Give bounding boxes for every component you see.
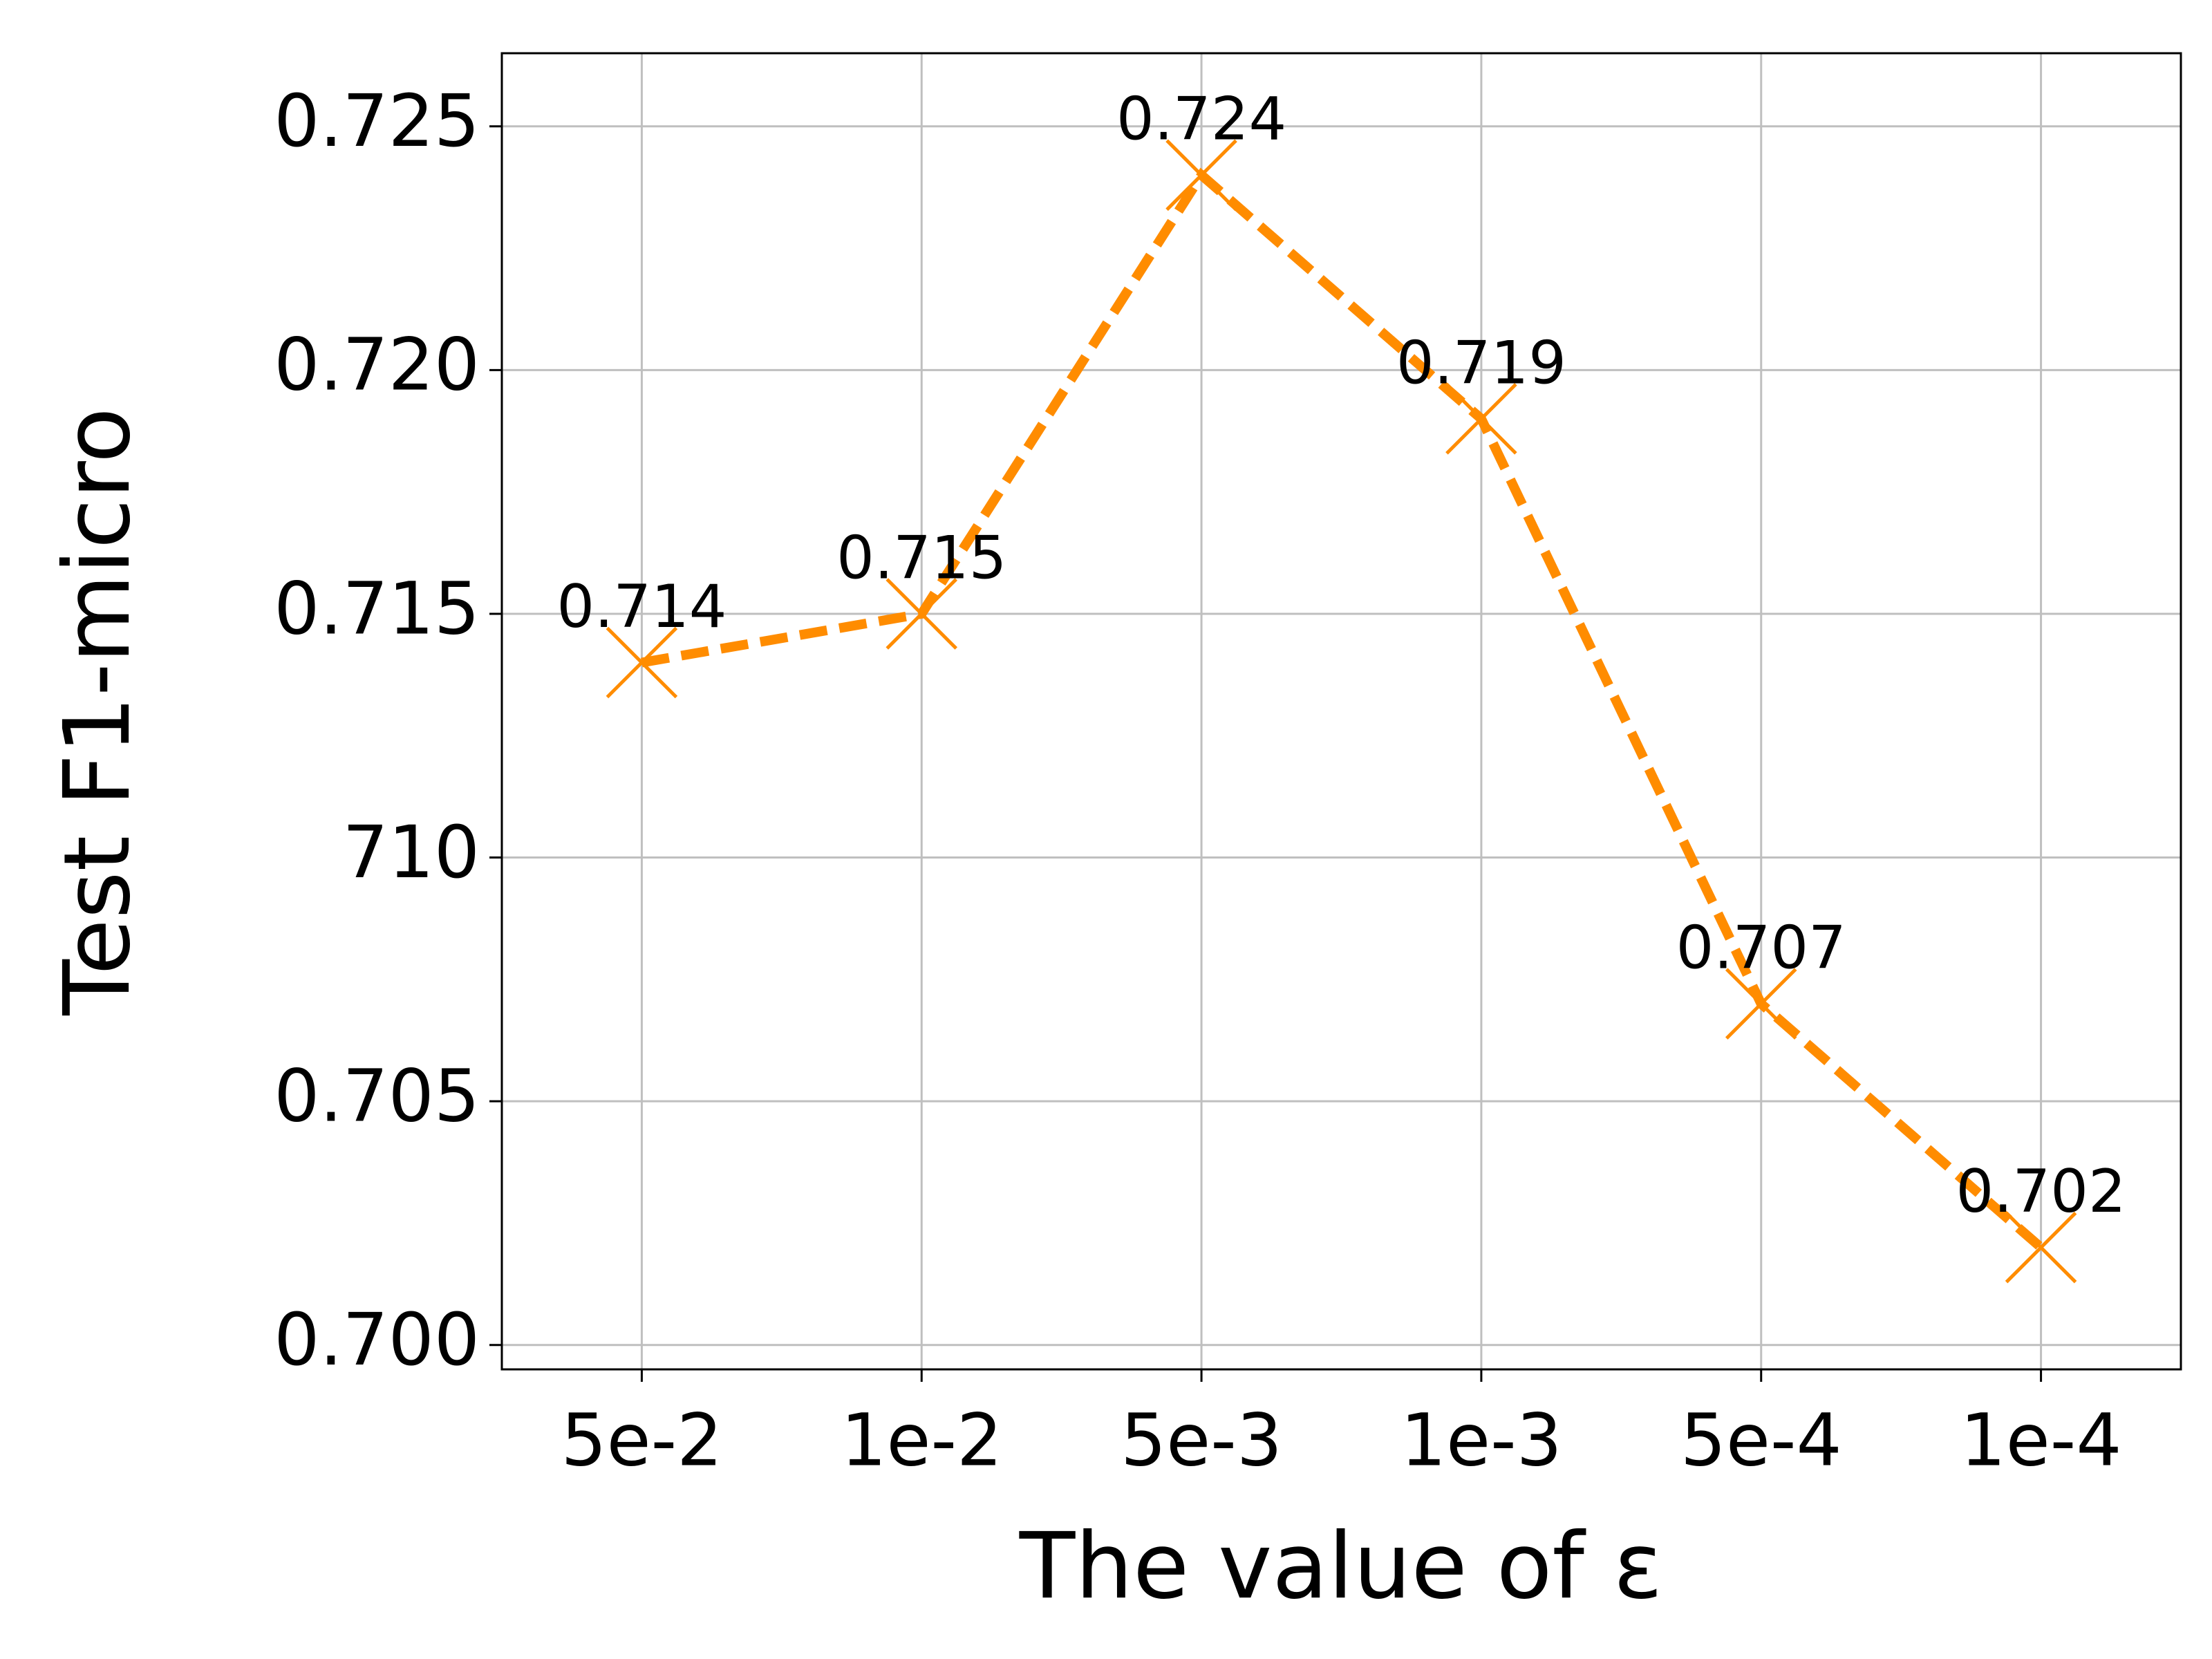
marker [1445, 383, 1517, 455]
marker [1165, 139, 1237, 212]
data-label: 0.714 [556, 572, 727, 641]
data-label: 0.707 [1676, 914, 1846, 983]
x-tick-label: 1e-4 [1960, 1398, 2122, 1482]
y-tick-label: 710 [342, 810, 480, 894]
x-tick-label: 1e-2 [841, 1398, 1002, 1482]
marker [1725, 968, 1797, 1040]
y-tick-label: 0.705 [274, 1053, 480, 1138]
y-tick-label: 0.700 [274, 1297, 480, 1382]
x-tick-label: 5e-4 [1680, 1398, 1842, 1482]
data-label: 0.702 [1956, 1157, 2126, 1226]
plot-frame [500, 52, 2182, 1371]
marker [885, 578, 958, 650]
x-tick-label: 1e-3 [1400, 1398, 1562, 1482]
marker [606, 626, 678, 699]
marker [2005, 1211, 2077, 1284]
y-tick-label: 0.725 [274, 79, 480, 163]
data-label: 0.724 [1116, 85, 1286, 154]
y-tick-label: 0.715 [274, 566, 480, 650]
x-axis-label: The value of ε [1019, 1513, 1663, 1620]
data-label: 0.715 [836, 523, 1006, 592]
y-tick-label: 0.720 [274, 323, 480, 407]
y-axis-label: Test F1-micro [44, 407, 151, 1015]
x-tick-label: 5e-2 [561, 1398, 722, 1482]
line [641, 167, 2045, 1251]
x-tick-label: 5e-3 [1121, 1398, 1282, 1482]
data-label: 0.719 [1396, 328, 1566, 397]
